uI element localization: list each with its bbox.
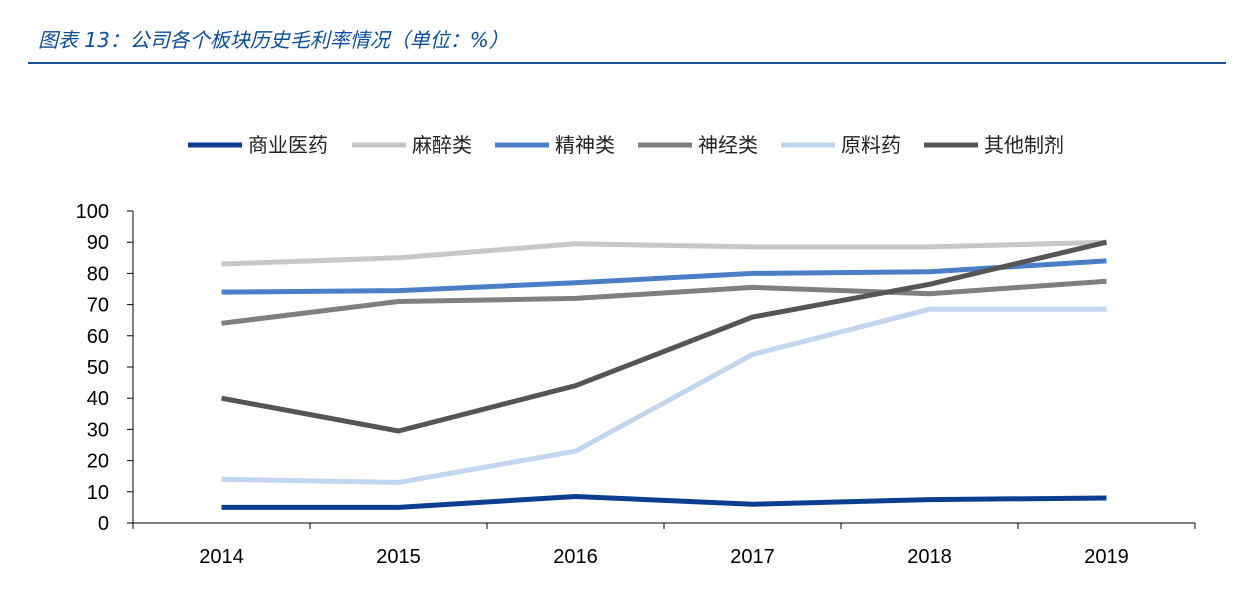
x-tick-label: 2017 — [730, 546, 775, 568]
y-tick-label: 80 — [87, 263, 109, 285]
legend-label-2: 麻醉类 — [412, 133, 472, 157]
legend-label-4: 神经类 — [698, 133, 758, 157]
x-tick-label: 2018 — [907, 546, 952, 568]
series-line-6 — [221, 239, 1108, 434]
legend: 商业医药 麻醉类 精神类 神经类 原料药 其他制剂 — [188, 133, 1064, 157]
y-tick-label: 0 — [98, 513, 109, 535]
legend-label-5: 原料药 — [841, 133, 901, 157]
series-line-2 — [221, 239, 1107, 267]
x-tick-label: 2019 — [1084, 546, 1129, 568]
series-lines — [221, 239, 1108, 510]
y-tick-label: 90 — [87, 232, 109, 254]
y-tick-label: 30 — [87, 419, 109, 441]
y-tick-label: 60 — [87, 326, 109, 348]
series-line-5 — [221, 306, 1107, 485]
legend-label-6: 其他制剂 — [984, 133, 1064, 157]
y-tick-label: 40 — [87, 388, 109, 410]
x-tick-label: 2016 — [553, 546, 598, 568]
x-tick-label: 2014 — [199, 546, 244, 568]
series-line-3 — [221, 258, 1107, 295]
y-tick-label: 100 — [76, 201, 109, 223]
y-tick-label: 50 — [87, 357, 109, 379]
y-tick-label: 70 — [87, 295, 109, 317]
y-tick-label: 10 — [87, 482, 109, 504]
series-line-4 — [221, 278, 1107, 326]
y-tick-label: 20 — [87, 451, 109, 473]
legend-label-1: 商业医药 — [248, 133, 328, 157]
figure-header: 图表 13：公司各个板块历史毛利率情况（单位：%） — [0, 0, 1252, 66]
axes: 0 10 20 30 40 50 60 70 80 90 100 2014 2015 2016 2017 20… — [76, 201, 1196, 568]
figure-title: 图表 13：公司各个板块历史毛利率情况（单位：%） — [38, 28, 509, 52]
header-rule — [28, 62, 1226, 64]
legend-label-3: 精神类 — [555, 133, 615, 157]
series-line-1 — [221, 494, 1107, 510]
x-tick-label: 2015 — [376, 546, 421, 568]
